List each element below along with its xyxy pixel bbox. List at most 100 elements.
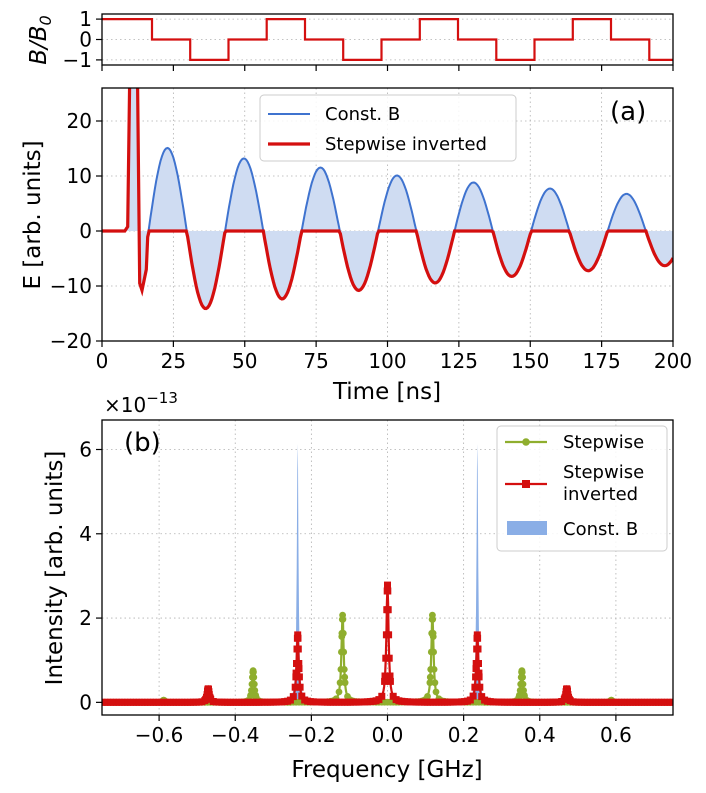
stepwise-inverted-marker (469, 692, 477, 700)
stepwise-peak-marker (338, 616, 346, 623)
b-field-axes: 10−1 B/B0 (26, 7, 674, 72)
stepwise-peak-marker (337, 666, 345, 673)
stepwise-inverted-peak-marker (476, 683, 484, 691)
stepwise-inverted-marker (386, 677, 394, 685)
b-field-series-line (102, 18, 673, 61)
panel-a-xtick-label: 25 (161, 349, 186, 373)
stepwise-inverted-series-line (102, 88, 673, 311)
panel-b-xtick-label: 0.6 (600, 723, 632, 747)
panel-b-xtick-label: −0.4 (211, 723, 260, 747)
stepwise-inverted-peak-marker (381, 672, 389, 680)
stepwise-peak-marker (518, 668, 525, 676)
stepwise-inverted-marker (475, 669, 483, 677)
stepwise-inverted-peak-marker (293, 660, 300, 667)
panel-b-xlabel: Frequency [GHz] (291, 757, 482, 783)
stepwise-inverted-marker (381, 677, 389, 685)
panel-a-ytick-label: −20 (50, 329, 92, 353)
legend-stepwise-marker (522, 438, 530, 446)
legend-stepwise-inverted-label: Stepwise inverted (325, 134, 487, 155)
panel-a-xtick-label: 0 (96, 349, 109, 373)
stepwise-inverted-peak-marker (472, 660, 480, 667)
stepwise-peak-marker (338, 629, 346, 637)
b-field-ylabel: B/B0 (26, 15, 55, 65)
legend-stepwise-label: Stepwise (563, 432, 644, 453)
panel-b-xtick-label: −0.2 (287, 723, 336, 747)
stepwise-inverted-marker (295, 665, 303, 673)
stepwise-inverted-peak-marker (472, 673, 480, 681)
stepwise-peak-marker (249, 673, 256, 681)
panel-b-axes: −0.6 −0.4 −0.2 0.0 0.2 0.4 0.6 6 4 2 0 ×10−13 Inte… (42, 389, 674, 783)
stepwise-marker (432, 688, 440, 696)
stepwise-peak-marker (428, 629, 436, 637)
panel-a-xtick-label: 75 (303, 349, 328, 373)
panel-a-xtick-label: 50 (232, 349, 257, 373)
stepwise-peak-marker (431, 679, 439, 687)
stepwise-peak-marker (516, 691, 523, 699)
legend-const-b-label: Const. B (325, 104, 400, 125)
stepwise-inverted-peak-marker (207, 695, 215, 703)
stepwise-peak-marker (341, 679, 349, 687)
b-field-ytick-label: −1 (63, 48, 92, 72)
stepwise-inverted-marker (472, 665, 480, 673)
stepwise-inverted-peak-marker (386, 672, 394, 680)
stepwise-inverted-peak-marker (293, 645, 301, 653)
stepwise-inverted-peak-marker (202, 695, 210, 703)
stepwise-inverted-peak-marker (560, 695, 568, 703)
panel-a-xtick-label: 125 (440, 349, 478, 373)
stepwise-inverted-peak-marker (382, 631, 390, 639)
stepwise-marker (426, 673, 434, 681)
stepwise-marker (341, 673, 349, 681)
panel-a-xtick-label: 200 (654, 349, 692, 373)
stepwise-peak-marker (247, 691, 255, 699)
panel-a-xtick-label: 100 (368, 349, 406, 373)
panel-b-offset-label: ×10−13 (104, 389, 178, 417)
panel-a-label: (a) (610, 97, 646, 127)
panel-b-xtick-label: 0.0 (372, 723, 404, 747)
panel-a-xtick-label: 175 (583, 349, 621, 373)
panel-a-legend: Const. B Stepwise inverted (259, 94, 517, 162)
stepwise-inverted-peak-marker (291, 683, 299, 691)
stepwise-inverted-peak-marker (292, 673, 300, 681)
stepwise-inverted-peak-marker (473, 645, 481, 653)
stepwise-inverted-marker (292, 669, 300, 677)
panel-b-ytick-label: 6 (79, 438, 92, 462)
legend-const-b-area-swatch (507, 521, 547, 535)
panel-a-xtick-label: 150 (511, 349, 549, 373)
stepwise-inverted-marker (298, 692, 306, 700)
stepwise-peak-marker (428, 616, 436, 623)
legend-stepwise-inverted-b-label: Stepwise inverted (563, 462, 650, 505)
stepwise-marker (335, 688, 343, 696)
panel-b-label: (b) (124, 428, 161, 458)
stepwise-peak-marker (517, 673, 525, 681)
panel-b-xtick-label: 0.2 (448, 723, 480, 747)
stepwise-peak-marker (336, 679, 344, 687)
stepwise-peak-marker (427, 648, 435, 656)
panel-a-ytick-label: −10 (50, 274, 92, 298)
stepwise-inverted-peak-marker (293, 634, 301, 642)
stepwise-inverted-peak-marker (296, 683, 304, 691)
legend-stepwise-inverted-marker (522, 480, 530, 488)
stepwise-peak-marker (338, 648, 345, 656)
stepwise-peak-marker (427, 666, 435, 673)
panel-a-ytick-label: 20 (67, 109, 92, 133)
panel-b-ytick-label: 0 (79, 690, 92, 714)
b-field-ytick-label: 1 (79, 7, 92, 31)
stepwise-inverted-peak-marker (382, 654, 390, 662)
stepwise-inverted-marker (466, 696, 474, 704)
stepwise-peak-marker (249, 668, 257, 676)
stepwise-inverted-peak-marker (473, 634, 481, 642)
stepwise-inverted-peak-marker (383, 587, 391, 595)
stepwise-marker (424, 693, 431, 700)
stepwise-inverted-peak-marker (383, 606, 391, 614)
panel-a-ytick-label: 10 (67, 164, 92, 188)
panel-a-xlabel: Time [ns] (332, 379, 441, 405)
panel-b-ytick-label: 2 (79, 606, 92, 630)
stepwise-inverted-peak-marker (565, 695, 573, 703)
stepwise-inverted-peak-marker (384, 581, 391, 589)
stepwise-inverted-peak-marker (471, 683, 479, 691)
panel-b-ylabel: Intensity [arb. units] (42, 451, 68, 686)
const-b-fill-area (102, 88, 673, 309)
stepwise-peak-marker (248, 680, 256, 688)
